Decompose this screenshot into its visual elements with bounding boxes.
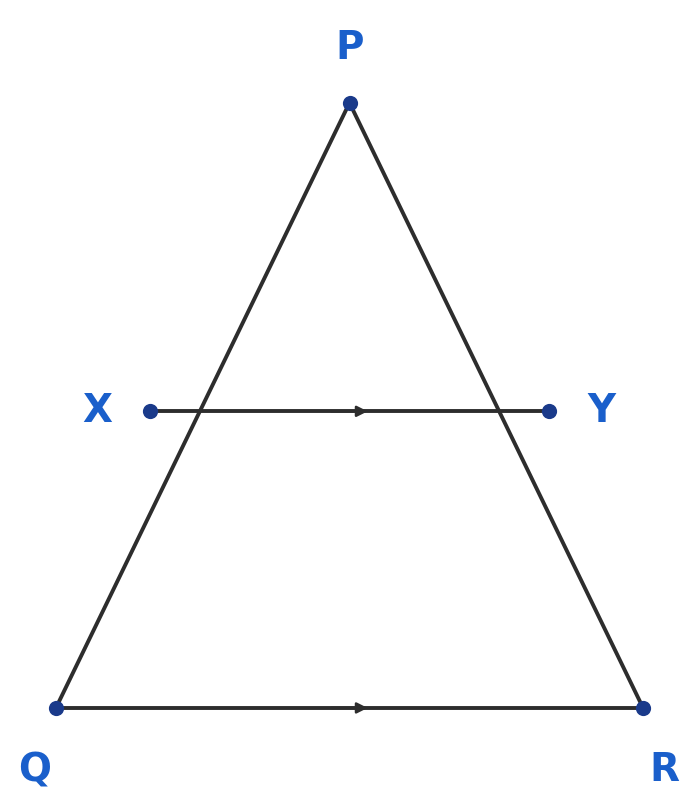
Point bbox=[344, 97, 355, 109]
Point bbox=[50, 702, 62, 714]
Point bbox=[543, 405, 554, 418]
Point bbox=[637, 702, 649, 714]
Text: Q: Q bbox=[18, 751, 52, 789]
Text: P: P bbox=[336, 29, 363, 67]
Point bbox=[145, 405, 156, 418]
Text: X: X bbox=[82, 392, 112, 430]
Text: Y: Y bbox=[587, 392, 615, 430]
Text: R: R bbox=[649, 751, 679, 789]
